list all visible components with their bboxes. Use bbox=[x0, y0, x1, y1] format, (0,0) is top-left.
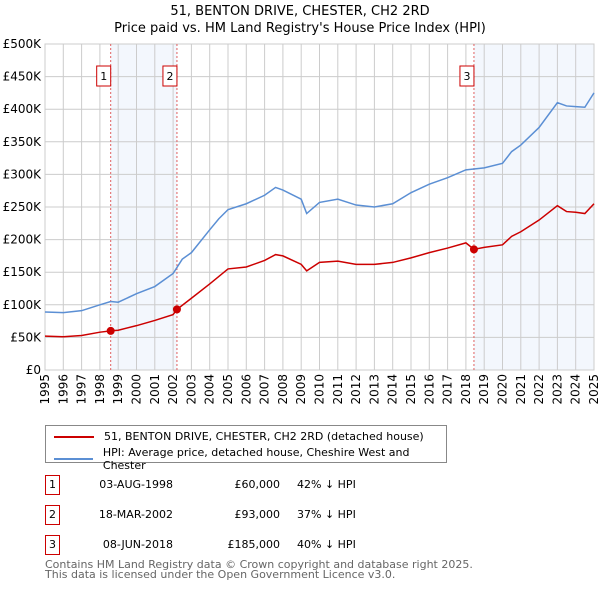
sale-hpi-diff: 40% ↓ HPI bbox=[297, 538, 356, 551]
x-tick-label: 2007 bbox=[258, 374, 272, 405]
sale-marker-badge: 2 bbox=[45, 505, 60, 525]
y-tick-label: £250K bbox=[3, 200, 43, 214]
sale-marker-box bbox=[162, 65, 178, 87]
sale-marker-box bbox=[459, 65, 475, 87]
sale-price: £60,000 bbox=[234, 478, 281, 491]
sale-hpi-diff: 37% ↓ HPI bbox=[297, 508, 356, 521]
x-tick-label: 2023 bbox=[550, 374, 564, 405]
x-tick-label: 2021 bbox=[514, 374, 528, 405]
x-tick-label: 2010 bbox=[313, 374, 327, 405]
sale-marker-label: 3 bbox=[463, 70, 470, 83]
x-tick-label: 2011 bbox=[331, 374, 345, 405]
sale-date: 03-AUG-1998 bbox=[99, 478, 173, 491]
sale-point bbox=[172, 305, 181, 314]
footer: Contains HM Land Registry data © Crown c… bbox=[45, 558, 473, 581]
x-tick-label: 2025 bbox=[587, 374, 600, 405]
sale-marker-badge: 3 bbox=[45, 535, 60, 555]
y-tick-label: £450K bbox=[3, 70, 43, 84]
y-tick-label: £100K bbox=[3, 298, 43, 312]
series-line bbox=[44, 92, 595, 314]
y-tick-label: £300K bbox=[3, 167, 43, 181]
sale-point bbox=[469, 245, 478, 254]
x-tick-label: 2006 bbox=[239, 374, 253, 405]
x-tick-label: 2024 bbox=[569, 374, 583, 405]
x-tick-label: 1997 bbox=[75, 374, 89, 405]
y-tick-label: £400K bbox=[3, 102, 43, 116]
sale-date: 08-JUN-2018 bbox=[102, 538, 173, 551]
legend: 51, BENTON DRIVE, CHESTER, CH2 2RD (deta… bbox=[45, 425, 447, 472]
x-tick-label: 2020 bbox=[496, 374, 510, 405]
y-tick-label: £350K bbox=[3, 135, 43, 149]
sale-row: 3 08-JUN-2018 £185,000 40% ↓ HPI bbox=[45, 535, 445, 555]
legend-swatch bbox=[54, 435, 94, 438]
x-tick-label: 2005 bbox=[221, 374, 235, 405]
series-line bbox=[44, 203, 595, 338]
x-tick-label: 2002 bbox=[166, 374, 180, 405]
chart-title: 51, BENTON DRIVE, CHESTER, CH2 2RD Price … bbox=[114, 4, 486, 36]
x-tick-label: 2001 bbox=[148, 374, 162, 405]
sale-point bbox=[106, 326, 115, 335]
legend-label: HPI: Average price, detached house, Ches… bbox=[102, 446, 410, 472]
sale-date: 18-MAR-2002 bbox=[98, 508, 173, 521]
y-tick-label: £200K bbox=[3, 233, 43, 247]
x-tick-label: 2022 bbox=[532, 374, 546, 405]
price-chart: 1995 1996 1997 1998 1999 2000 2001 2002 2003 2004… bbox=[3, 37, 600, 405]
sale-price: £93,000 bbox=[234, 508, 281, 521]
y-tick-label: £0 bbox=[26, 363, 41, 377]
sale-row: 2 18-MAR-2002 £93,000 37% ↓ HPI bbox=[45, 505, 445, 525]
legend-label: 51, BENTON DRIVE, CHESTER, CH2 2RD (deta… bbox=[104, 430, 424, 443]
x-tick-label: 2015 bbox=[404, 374, 418, 405]
x-tick-label: 2013 bbox=[367, 374, 381, 405]
x-tick-label: 2014 bbox=[386, 374, 400, 405]
sale-row: 1 03-AUG-1998 £60,000 42% ↓ HPI bbox=[45, 475, 445, 495]
x-tick-label: 1998 bbox=[93, 374, 107, 405]
x-tick-label: 1999 bbox=[111, 374, 125, 405]
x-tick-label: 2004 bbox=[203, 374, 217, 405]
x-tick-label: 1996 bbox=[56, 374, 70, 405]
sale-marker-badge: 1 bbox=[45, 475, 60, 495]
x-tick-label: 2000 bbox=[130, 374, 144, 405]
x-tick-label: 2009 bbox=[294, 374, 308, 405]
x-tick-label: 2003 bbox=[184, 374, 198, 405]
legend-item-hpi: HPI: Average price, detached house, Ches… bbox=[54, 446, 446, 472]
sale-marker-label: 2 bbox=[166, 70, 173, 83]
sale-price: £185,000 bbox=[227, 538, 281, 551]
x-tick-label: 2019 bbox=[477, 374, 491, 405]
x-tick-label: 2018 bbox=[459, 374, 473, 405]
y-tick-label: £500K bbox=[3, 37, 43, 51]
sale-hpi-diff: 42% ↓ HPI bbox=[297, 478, 356, 491]
legend-item-property: 51, BENTON DRIVE, CHESTER, CH2 2RD (deta… bbox=[54, 430, 424, 443]
legend-swatch bbox=[54, 458, 93, 460]
sale-marker-box bbox=[96, 65, 112, 87]
x-tick-label: 2008 bbox=[276, 374, 290, 405]
x-tick-label: 2012 bbox=[349, 374, 363, 405]
y-tick-label: £150K bbox=[3, 265, 43, 279]
x-tick-label: 1995 bbox=[38, 374, 52, 405]
x-tick-label: 2017 bbox=[441, 374, 455, 405]
sale-marker-label: 1 bbox=[100, 70, 107, 83]
plot-frame bbox=[44, 43, 595, 371]
x-tick-label: 2016 bbox=[422, 374, 436, 405]
y-tick-label: £50K bbox=[10, 330, 42, 344]
